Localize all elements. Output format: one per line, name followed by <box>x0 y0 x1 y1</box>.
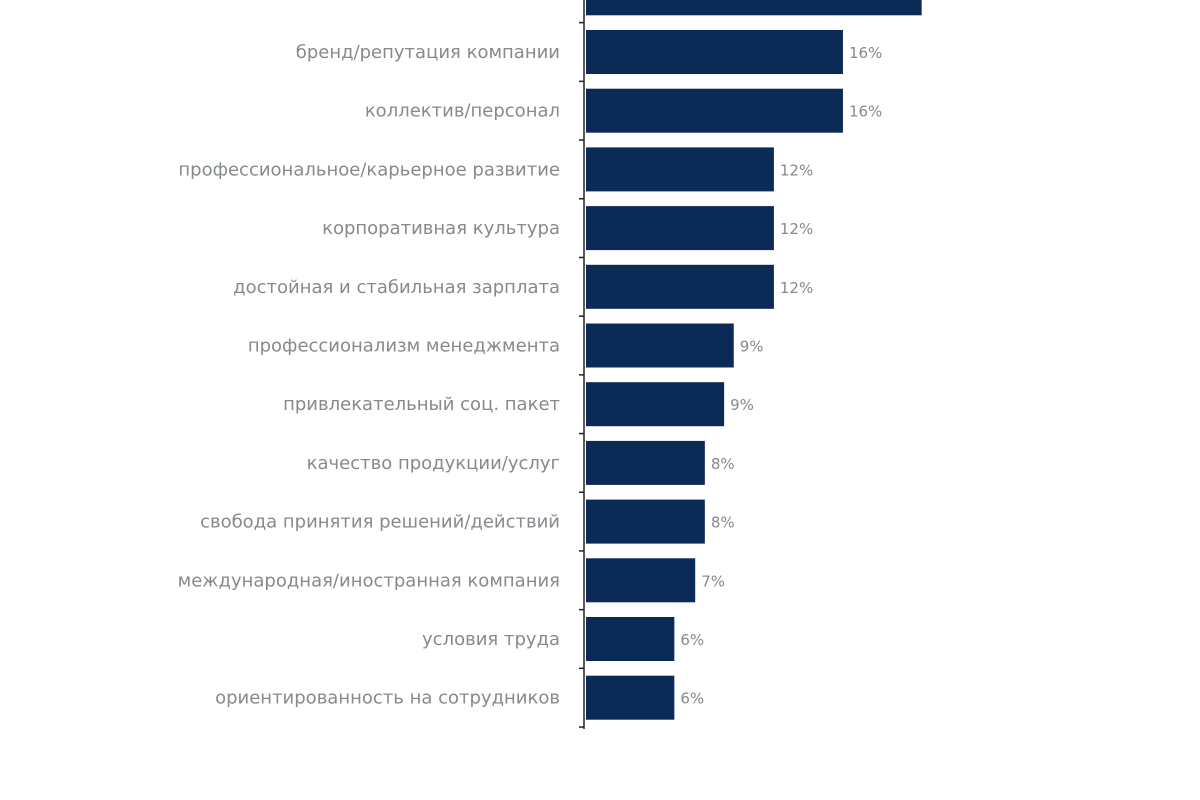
category-label: достойная и стабильная зарплата <box>233 277 560 298</box>
value-label: 6% <box>680 690 704 708</box>
bar <box>586 440 705 485</box>
bar <box>586 88 843 133</box>
category-label: профессионализм менеджмента <box>248 336 560 357</box>
bar <box>586 264 774 309</box>
bar <box>586 558 696 603</box>
value-label: 6% <box>680 631 704 649</box>
value-label: 16% <box>849 103 882 121</box>
value-label: 9% <box>740 338 764 356</box>
bar <box>586 617 675 661</box>
category-label: привлекательный соц. пакет <box>283 394 560 415</box>
value-label: 8% <box>711 514 735 532</box>
bar <box>586 499 705 544</box>
value-label: 16% <box>849 44 882 62</box>
value-label: 9% <box>730 396 754 414</box>
category-label: условия труда <box>422 629 560 650</box>
category-label: бренд/репутация компании <box>296 42 560 63</box>
value-label: 12% <box>780 279 813 297</box>
category-label: свобода принятия решений/действий <box>200 512 560 533</box>
value-label: 7% <box>701 572 725 590</box>
category-label: корпоративная культура <box>322 218 560 239</box>
category-label: международная/иностранная компания <box>178 570 560 591</box>
bar <box>586 675 675 720</box>
category-label: качество продукции/услуг <box>307 453 560 474</box>
category-label: ориентированность на сотрудников <box>215 688 560 709</box>
value-label: 8% <box>711 455 735 473</box>
value-label: 12% <box>780 161 813 179</box>
bar <box>586 147 774 192</box>
bar <box>586 30 843 74</box>
value-label: 12% <box>780 220 813 238</box>
category-label: коллектив/персонал <box>365 101 560 122</box>
category-label: профессиональное/карьерное развитие <box>178 159 560 180</box>
bar <box>586 0 922 16</box>
bar <box>586 323 734 368</box>
bar <box>586 382 725 427</box>
bar <box>586 206 774 251</box>
